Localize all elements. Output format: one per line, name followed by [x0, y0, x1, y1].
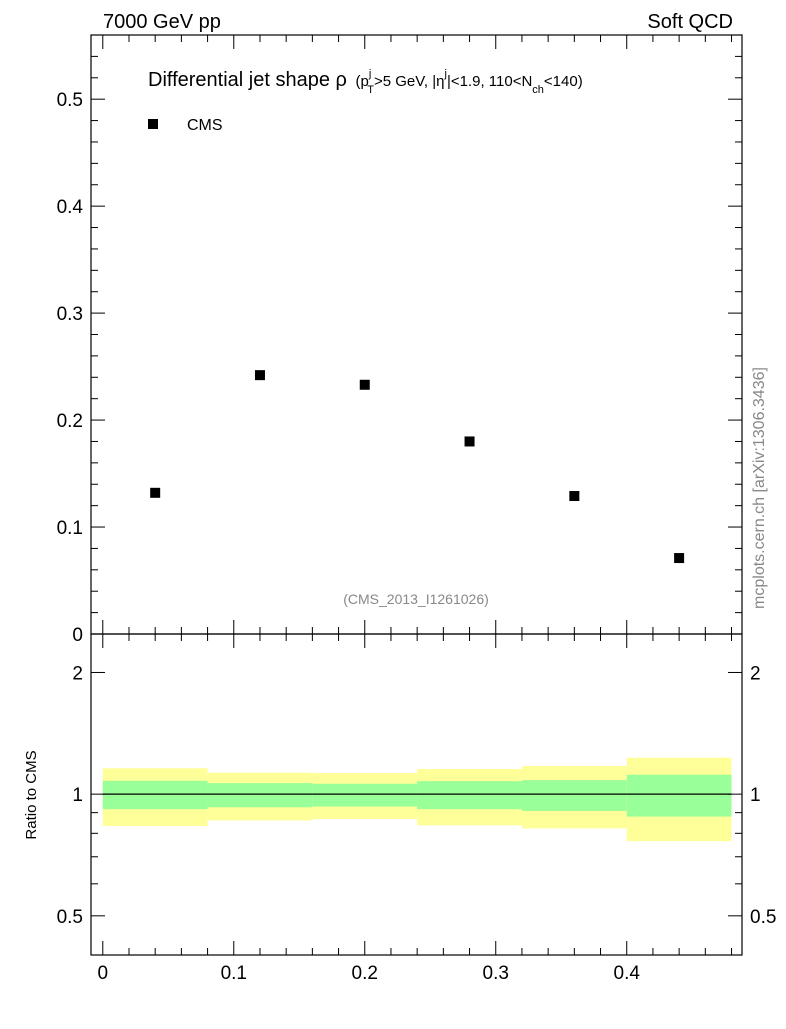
side-label: mcplots.cern.ch [arXiv:1306.3436] — [751, 367, 768, 609]
ratio-ytick-label-left: 0.5 — [57, 907, 83, 928]
data-point-cms — [150, 487, 161, 498]
main-ytick-label: 0.4 — [57, 197, 84, 218]
main-ytick-label: 0.1 — [57, 518, 83, 539]
main-ytick-label: 0.5 — [57, 90, 83, 111]
main-title: Differential jet shape ρ (pj T>5 GeV, |ηj… — [148, 68, 583, 96]
header-right: Soft QCD — [647, 11, 733, 33]
main-ytick-label: 0.3 — [57, 304, 83, 325]
inner-band-bin — [312, 783, 418, 807]
xtick-label: 0.2 — [352, 963, 378, 984]
title-after-eta: |<1.9, 110<N — [447, 73, 532, 90]
legend-marker-cms — [148, 119, 158, 129]
data-point-cms — [359, 379, 370, 390]
title-after-pt: >5 GeV, |η — [374, 73, 444, 90]
xtick-label: 0.3 — [483, 963, 509, 984]
inner-band-bin — [417, 781, 522, 810]
title-end: <140) — [544, 73, 583, 90]
data-point-cms — [674, 553, 685, 564]
title-eta-sup: j — [443, 68, 446, 80]
header-left: 7000 GeV pp — [103, 11, 221, 33]
data-point-cms — [254, 370, 265, 381]
inner-band-bin — [521, 780, 627, 811]
xtick-label: 0.4 — [614, 963, 641, 984]
title-pt-sub: T — [367, 84, 374, 96]
xtick-label: 0 — [97, 963, 108, 984]
inner-band-bin — [626, 774, 732, 817]
data-point-cms — [464, 436, 475, 447]
ratio-ytick-label-left: 1 — [72, 785, 83, 806]
xtick-label: 0.1 — [221, 963, 247, 984]
ratio-ylabel: Ratio to CMS — [23, 750, 40, 839]
ratio-ytick-label-right: 2 — [750, 663, 761, 684]
data-point-cms — [569, 491, 580, 502]
title-nch-sub: ch — [532, 84, 544, 96]
ratio-ytick-label-right: 0.5 — [750, 907, 776, 928]
main-ytick-label: 0.2 — [57, 411, 83, 432]
title-pt-sup: j — [368, 68, 371, 80]
ratio-ytick-label-right: 1 — [750, 785, 761, 806]
main-ytick-label: 0 — [72, 625, 83, 646]
title-sub: (p — [355, 73, 368, 90]
inner-band-bin — [207, 783, 313, 808]
ratio-ytick-label-left: 2 — [72, 663, 83, 684]
inner-band-bin — [102, 780, 208, 810]
title-main: Differential jet shape ρ — [148, 69, 347, 91]
legend-label-cms: CMS — [187, 117, 223, 134]
analysis-id: (CMS_2013_I1261026) — [343, 591, 489, 607]
